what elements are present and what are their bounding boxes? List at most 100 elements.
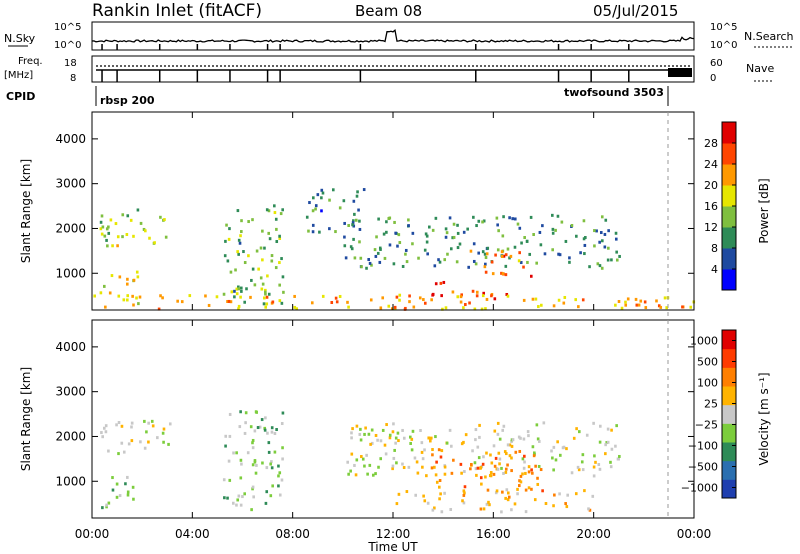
- range-gate-cell: [536, 476, 539, 480]
- range-gate-cell: [639, 299, 643, 303]
- y-tick-label: 3000: [55, 177, 86, 191]
- range-gate-cell: [367, 432, 371, 436]
- range-gate-cell: [423, 248, 427, 252]
- range-gate-cell: [343, 235, 346, 239]
- range-gate-cell: [501, 428, 505, 432]
- range-gate-cell: [407, 465, 411, 469]
- range-gate-cell: [431, 448, 434, 452]
- range-gate-cell: [334, 230, 337, 234]
- range-gate-cell: [504, 467, 508, 471]
- range-gate-cell: [539, 468, 543, 472]
- range-gate-cell: [536, 482, 540, 486]
- range-gate-cell: [370, 441, 374, 445]
- range-gate-cell: [469, 249, 473, 253]
- range-gate-cell: [101, 225, 105, 229]
- range-gate-cell: [349, 469, 352, 473]
- range-gate-cell: [443, 472, 447, 476]
- range-gate-cell: [409, 435, 412, 439]
- range-gate-cell: [579, 251, 582, 255]
- range-gate-cell: [408, 294, 411, 298]
- range-gate-cell: [127, 442, 131, 446]
- range-gate-cell: [438, 479, 442, 483]
- range-gate-cell: [117, 294, 121, 298]
- range-gate-cell: [167, 442, 170, 446]
- range-gate-cell: [363, 464, 366, 468]
- range-gate-cell: [402, 436, 406, 440]
- range-gate-cell: [470, 462, 473, 466]
- range-gate-cell: [644, 306, 648, 310]
- range-gate-cell: [143, 446, 147, 450]
- range-gate-cell: [135, 296, 138, 300]
- range-gate-cell: [391, 467, 394, 471]
- range-gate-cell: [527, 486, 531, 490]
- range-gate-cell: [473, 307, 477, 311]
- range-gate-cell: [521, 472, 524, 476]
- range-gate-cell: [413, 456, 417, 460]
- range-gate-cell: [554, 228, 557, 232]
- range-gate-cell: [494, 491, 498, 495]
- range-gate-cell: [449, 247, 453, 251]
- range-gate-cell: [474, 438, 477, 442]
- range-gate-cell: [358, 227, 362, 231]
- range-gate-cell: [626, 297, 630, 301]
- range-gate-cell: [452, 235, 456, 239]
- range-gate-cell: [388, 243, 392, 247]
- range-gate-cell: [582, 219, 586, 223]
- range-gate-cell: [493, 464, 497, 468]
- range-gate-cell: [599, 424, 602, 428]
- range-gate-cell: [360, 455, 363, 459]
- range-gate-cell: [552, 504, 555, 508]
- x-tick-label: 12:00: [376, 527, 411, 541]
- range-gate-cell: [476, 445, 480, 449]
- range-gate-cell: [157, 307, 161, 311]
- range-gate-cell: [100, 214, 104, 218]
- range-gate-cell: [601, 239, 604, 243]
- range-gate-cell: [145, 430, 148, 434]
- range-gate-cell: [104, 305, 107, 309]
- range-gate-cell: [204, 294, 207, 298]
- range-gate-cell: [266, 274, 269, 278]
- range-gate-cell: [433, 506, 436, 510]
- range-gate-cell: [401, 462, 404, 466]
- range-gate-cell: [131, 485, 135, 489]
- range-gate-cell: [430, 466, 434, 470]
- freq-right-tick-bottom: 0: [710, 73, 716, 84]
- range-gate-cell: [268, 237, 272, 241]
- range-gate-cell: [131, 294, 134, 298]
- range-gate-cell: [228, 434, 232, 438]
- range-gate-cell: [318, 230, 321, 234]
- range-gate-cell: [475, 473, 478, 477]
- range-gate-cell: [513, 502, 517, 506]
- range-gate-cell: [423, 499, 427, 503]
- range-gate-cell: [598, 240, 601, 244]
- range-gate-cell: [489, 471, 493, 475]
- range-gate-cell: [120, 424, 124, 428]
- range-gate-cell: [615, 424, 618, 428]
- range-gate-cell: [462, 501, 466, 505]
- range-gate-cell: [500, 271, 503, 275]
- range-gate-cell: [603, 245, 607, 249]
- range-gate-cell: [480, 482, 483, 486]
- range-gate-cell: [118, 275, 122, 279]
- freq-left-label-1: Freq.: [18, 56, 43, 67]
- colorbar-swatch: [722, 442, 736, 462]
- range-gate-cell: [557, 252, 560, 256]
- range-gate-cell: [530, 468, 533, 472]
- range-gate-cell: [161, 431, 165, 435]
- range-gate-cell: [488, 503, 491, 507]
- range-gate-cell: [277, 474, 280, 478]
- range-gate-cell: [495, 216, 499, 220]
- range-gate-cell: [481, 250, 485, 254]
- range-gate-cell: [121, 213, 125, 217]
- range-gate-cell: [101, 506, 104, 510]
- range-gate-cell: [251, 487, 254, 491]
- range-gate-cell: [614, 444, 617, 448]
- range-gate-cell: [122, 450, 126, 454]
- range-gate-cell: [262, 302, 266, 306]
- range-gate-cell: [233, 295, 236, 299]
- range-gate-cell: [494, 253, 497, 257]
- range-gate-cell: [391, 430, 395, 434]
- range-gate-cell: [523, 454, 526, 458]
- range-gate-cell: [609, 460, 612, 464]
- range-gate-cell: [249, 295, 252, 299]
